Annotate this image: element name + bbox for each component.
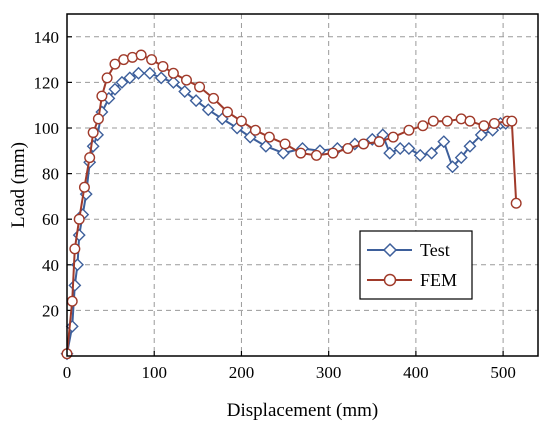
y-tick-label: 60 <box>42 210 59 229</box>
data-point-fem <box>135 49 147 61</box>
data-point-fem <box>208 92 220 104</box>
data-point-test <box>446 160 460 174</box>
y-tick-label: 120 <box>34 73 60 92</box>
data-point-fem <box>342 143 354 155</box>
y-tick-label: 20 <box>42 301 59 320</box>
data-point-fem <box>387 131 399 143</box>
grid-layer <box>67 14 538 356</box>
data-point-test <box>115 75 129 89</box>
data-point-test <box>132 66 146 80</box>
data-point-fem <box>180 74 192 86</box>
data-point-test <box>143 66 157 80</box>
series-fem <box>61 49 522 360</box>
data-point-fem <box>263 131 275 143</box>
legend-box <box>359 230 473 300</box>
data-point-fem <box>157 60 169 72</box>
data-point-test <box>154 71 168 85</box>
data-point-fem <box>506 115 518 127</box>
data-point-fem <box>441 115 453 127</box>
data-point-fem <box>464 115 476 127</box>
data-point-test <box>454 151 468 165</box>
data-point-test <box>259 139 273 153</box>
x-tick-label: 200 <box>229 363 255 382</box>
legend-marker-test <box>382 242 398 258</box>
data-point-fem <box>221 106 233 118</box>
x-tick-label: 0 <box>63 363 72 382</box>
tick-layer: 0 100 200 300 400 500 20 40 60 80 100 120 140 <box>34 28 516 382</box>
data-point-test <box>276 146 290 160</box>
data-point-test <box>383 146 397 160</box>
data-point-fem <box>510 197 522 209</box>
legend-entry-fem: FEM <box>367 270 457 290</box>
x-axis-label: Displacement (mm) <box>227 400 378 421</box>
data-point-fem <box>96 90 108 102</box>
data-point-fem <box>92 113 104 125</box>
y-tick-label: 140 <box>34 28 60 47</box>
data-point-fem <box>417 120 429 132</box>
data-point-fem <box>194 81 206 93</box>
legend: Test FEM <box>359 230 473 300</box>
legend-marker-fem <box>383 273 397 287</box>
x-tick-label: 100 <box>141 363 167 382</box>
data-point-fem <box>84 152 96 164</box>
data-point-fem <box>66 295 78 307</box>
data-point-test <box>108 82 122 96</box>
series-layer <box>60 49 522 361</box>
data-point-fem <box>478 120 490 132</box>
data-point-fem <box>295 147 307 159</box>
data-point-fem <box>167 67 179 79</box>
data-point-fem <box>249 124 261 136</box>
data-point-fem <box>427 115 439 127</box>
data-point-test <box>189 94 203 108</box>
data-point-test <box>474 128 488 142</box>
data-point-test <box>425 146 439 160</box>
data-point-fem <box>488 117 500 129</box>
data-point-fem <box>279 138 291 150</box>
data-point-fem <box>78 181 90 193</box>
data-point-fem <box>101 72 113 84</box>
data-point-test <box>166 75 180 89</box>
data-point-test <box>123 71 137 85</box>
legend-label-fem: FEM <box>420 270 457 290</box>
data-point-test <box>201 103 215 117</box>
data-point-fem <box>327 147 339 159</box>
y-axis-label: Load (mm) <box>8 142 29 228</box>
data-point-fem <box>146 54 158 66</box>
data-point-test <box>402 142 416 156</box>
x-tick-label: 300 <box>316 363 342 382</box>
y-tick-label: 40 <box>42 256 59 275</box>
y-tick-label: 100 <box>34 119 60 138</box>
data-point-test <box>463 139 477 153</box>
x-tick-label: 400 <box>403 363 429 382</box>
data-point-fem <box>87 127 99 139</box>
data-point-fem <box>109 58 121 70</box>
data-point-fem <box>73 213 85 225</box>
data-point-fem <box>403 124 415 136</box>
data-point-fem <box>235 115 247 127</box>
data-point-test <box>437 135 451 149</box>
data-point-test <box>393 142 407 156</box>
data-point-fem <box>310 149 322 161</box>
legend-entry-test: Test <box>367 240 450 260</box>
data-point-fem <box>69 243 81 255</box>
y-tick-label: 80 <box>42 165 59 184</box>
data-point-test <box>178 85 192 99</box>
data-point-test <box>413 148 427 162</box>
data-point-fem <box>373 136 385 148</box>
plot-frame <box>66 13 539 357</box>
x-tick-label: 500 <box>490 363 516 382</box>
legend-label-test: Test <box>420 240 450 260</box>
data-point-fem <box>358 138 370 150</box>
